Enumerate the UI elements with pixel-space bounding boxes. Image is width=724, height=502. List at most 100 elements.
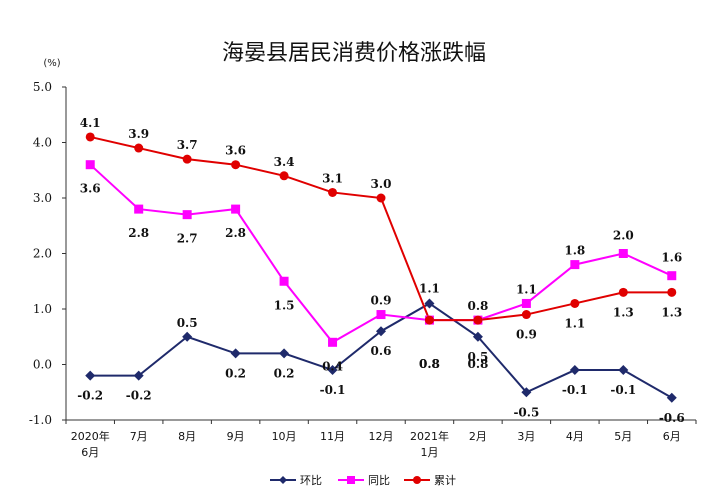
legend-marker-累计 xyxy=(413,476,421,484)
legend-marker-环比 xyxy=(279,476,287,484)
data-label-环比: 0.2 xyxy=(225,366,246,380)
x-tick-label: 7月 xyxy=(130,430,148,443)
data-point-累计 xyxy=(473,315,483,325)
data-label-环比: 0.2 xyxy=(274,366,295,380)
data-label-同比: 0.9 xyxy=(371,294,392,308)
data-label-环比: -0.5 xyxy=(513,405,539,419)
data-point-累计 xyxy=(618,287,628,297)
data-label-同比: 1.1 xyxy=(516,282,537,296)
data-label-环比: 0.6 xyxy=(371,344,392,358)
x-tick-label: 4月 xyxy=(566,430,584,443)
data-label-同比: 1.5 xyxy=(274,298,295,312)
data-point-同比 xyxy=(667,271,677,281)
data-label-环比: 0.5 xyxy=(177,316,198,330)
data-point-同比 xyxy=(182,210,192,220)
data-point-同比 xyxy=(521,298,531,308)
x-tick-label: 1月 xyxy=(420,446,438,459)
x-tick-label: 8月 xyxy=(178,430,196,443)
data-label-同比: 0.8 xyxy=(467,299,488,313)
data-labels: -0.2 -0.2 0.5 0.2 0.2 -0.1 0.6 1.1 0.5 -0.5 -0.1 -0… xyxy=(77,116,684,425)
data-point-环比 xyxy=(279,348,290,359)
data-point-同比 xyxy=(231,204,241,214)
y-tick-label: 1.0 xyxy=(33,302,52,316)
data-label-累计: 3.1 xyxy=(322,171,343,185)
data-label-累计: 3.9 xyxy=(128,127,149,141)
legend-label-环比: 环比 xyxy=(300,474,322,487)
x-tick-label: 11月 xyxy=(320,430,345,443)
y-tick-label: -1.0 xyxy=(29,413,52,427)
series-markers xyxy=(85,132,677,403)
y-tick-label: 2.0 xyxy=(33,247,52,261)
data-label-同比: 2.8 xyxy=(128,226,149,240)
data-point-环比 xyxy=(472,331,483,342)
data-label-累计: 4.1 xyxy=(80,116,101,130)
data-point-环比 xyxy=(85,370,96,381)
data-label-同比: 2.0 xyxy=(613,229,634,243)
data-point-累计 xyxy=(521,310,531,320)
y-tick-label: 5.0 xyxy=(33,80,52,94)
data-point-环比 xyxy=(376,326,386,337)
data-label-同比: 3.6 xyxy=(80,182,101,196)
data-label-同比: 1.8 xyxy=(564,244,585,258)
data-label-累计: 1.3 xyxy=(661,305,682,319)
legend-label-累计: 累计 xyxy=(434,474,456,487)
x-tick-label: 9月 xyxy=(227,430,245,443)
x-tick-label: 2月 xyxy=(469,430,487,443)
data-label-累计: 0.8 xyxy=(419,357,440,371)
data-point-环比 xyxy=(521,387,532,398)
x-tick-label: 6月 xyxy=(81,446,99,459)
data-point-同比 xyxy=(279,276,289,286)
data-point-累计 xyxy=(231,160,241,170)
data-point-累计 xyxy=(667,287,677,297)
data-label-累计: 1.3 xyxy=(613,305,634,319)
data-label-累计: 3.4 xyxy=(274,155,295,169)
data-label-累计: 3.6 xyxy=(225,144,246,158)
y-unit-label: (%) xyxy=(43,58,60,69)
data-point-环比 xyxy=(569,365,580,376)
y-tick-label: 0.0 xyxy=(33,358,52,372)
data-label-同比: 0.4 xyxy=(322,359,343,373)
data-label-环比: -0.2 xyxy=(77,389,103,403)
data-point-累计 xyxy=(279,171,289,181)
legend: 环比 同比 累计 xyxy=(270,474,456,487)
x-tick-label: 12月 xyxy=(369,430,394,443)
data-label-同比: 2.7 xyxy=(177,232,198,246)
legend-marker-同比 xyxy=(347,476,355,484)
data-point-环比 xyxy=(133,370,144,381)
chart-title: 海晏县居民消费价格涨跌幅 xyxy=(222,41,486,66)
data-point-同比 xyxy=(376,310,386,320)
data-label-累计: 0.8 xyxy=(467,357,488,371)
data-point-同比 xyxy=(134,204,144,214)
data-point-环比 xyxy=(618,365,629,376)
data-label-环比: -0.1 xyxy=(562,383,588,397)
legend-label-同比: 同比 xyxy=(368,474,390,487)
data-label-环比: -0.1 xyxy=(320,383,346,397)
data-label-累计: 0.9 xyxy=(516,328,537,342)
data-label-环比: -0.1 xyxy=(610,383,636,397)
x-tick-labels: 2020年 6月 7月 8月 9月 10月 11月 12月 2021年 1月 2月 3月 4月 5月 6月 xyxy=(71,429,681,459)
y-tick-label: 3.0 xyxy=(33,191,52,205)
data-label-同比: 2.8 xyxy=(225,226,246,240)
data-point-同比 xyxy=(328,337,338,347)
data-label-累计: 1.1 xyxy=(564,316,585,330)
y-tick-label: 4.0 xyxy=(33,136,52,150)
data-label-环比: -0.6 xyxy=(659,411,685,425)
data-point-累计 xyxy=(85,132,95,142)
data-point-同比 xyxy=(85,160,95,170)
data-point-环比 xyxy=(327,365,338,376)
x-tick-label: 10月 xyxy=(272,430,297,443)
data-point-累计 xyxy=(328,187,338,197)
data-point-环比 xyxy=(230,348,241,359)
data-point-累计 xyxy=(376,193,386,203)
data-point-累计 xyxy=(134,143,144,153)
data-point-累计 xyxy=(182,154,192,164)
data-label-环比: -0.2 xyxy=(126,389,152,403)
y-tick-labels: 5.0 4.0 3.0 2.0 1.0 0.0 -1.0 xyxy=(29,80,52,427)
x-tick-label: 5月 xyxy=(614,430,632,443)
data-label-同比: 1.6 xyxy=(661,251,682,265)
data-label-同比: 0.8 xyxy=(419,357,440,371)
data-point-同比 xyxy=(618,249,628,258)
data-point-同比 xyxy=(570,260,580,270)
x-tick-label: 2021年 xyxy=(410,429,449,443)
